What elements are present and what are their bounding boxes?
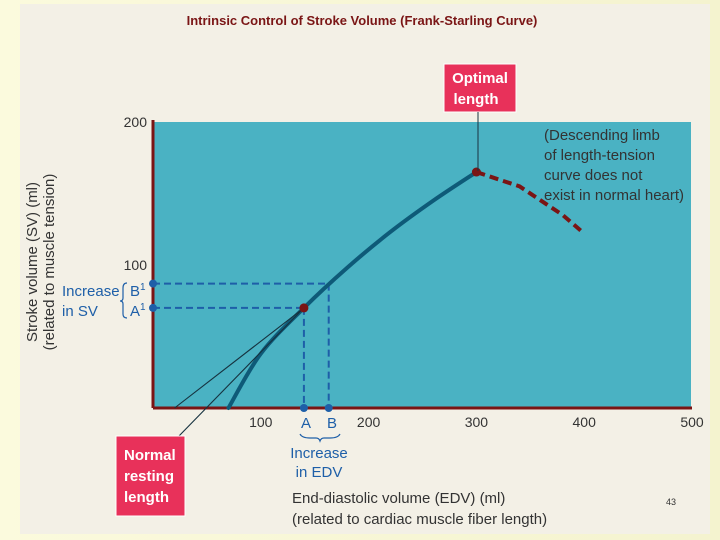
points	[149, 167, 481, 412]
optimal-point-marker	[471, 167, 481, 177]
marker-y-b	[149, 279, 157, 288]
x-tick-300: 300	[465, 414, 489, 430]
normal-resting-label-2: resting	[124, 468, 174, 485]
series-tangent-through-a	[174, 307, 305, 409]
normal-resting-label-3: length	[124, 489, 169, 506]
x-tick-400: 400	[573, 414, 597, 430]
normal-resting-label-1: Normal	[124, 447, 176, 464]
descending-note-2: of length-tension	[544, 147, 655, 164]
y-axis-label-line2: (related to muscle tension)	[41, 174, 58, 351]
x-tick-labels: 100 200 300 400 500	[249, 414, 704, 430]
series-frank-starling-curve	[226, 170, 479, 410]
optimal-length-label-2: length	[454, 91, 499, 108]
optimal-length-label-1: Optimal	[452, 70, 508, 87]
normal-resting-pointer	[177, 307, 305, 438]
increase-sv-label-1: Increase	[62, 283, 120, 300]
increase-sv-label-2: in SV	[62, 303, 98, 320]
edv-bracket	[299, 433, 341, 443]
x-tick-100: 100	[249, 414, 273, 430]
y-tick-labels: 100 200	[124, 114, 148, 273]
curves	[174, 170, 586, 438]
guide-lines	[153, 282, 330, 408]
descending-note-3: curve does not	[544, 167, 643, 184]
x-axis-label-line1: End-diastolic volume (EDV) (ml)	[292, 490, 505, 507]
series-descending-limb	[475, 170, 586, 236]
descending-note-1: (Descending limb	[544, 127, 660, 144]
point-b-label: B	[327, 415, 337, 432]
increase-edv-label-1: Increase	[290, 445, 348, 462]
point-a-label: A	[301, 415, 311, 432]
normal-resting-length-box	[115, 435, 186, 517]
point-a-marker	[299, 303, 309, 313]
x-tick-500: 500	[680, 414, 704, 430]
marker-y-a	[149, 303, 157, 312]
page-number: 43	[666, 497, 676, 507]
descending-note-4: exist in normal heart)	[544, 187, 684, 204]
point-a1-label: A1	[130, 302, 146, 320]
y-axis-label-line1: Stroke volume (SV) (ml)	[24, 182, 41, 342]
marker-x-b	[324, 404, 333, 412]
y-tick-100: 100	[124, 257, 148, 273]
optimal-length-box	[443, 63, 517, 113]
marker-x-a	[299, 404, 308, 412]
x-tick-200: 200	[357, 414, 381, 430]
point-b1-label: B1	[130, 282, 146, 300]
chart-title: Intrinsic Control of Stroke Volume (Fran…	[187, 13, 538, 28]
x-axis-label-line2: (related to cardiac muscle fiber length)	[292, 511, 547, 528]
sv-bracket	[119, 282, 128, 319]
increase-edv-label-2: in EDV	[296, 464, 343, 481]
plot-area	[153, 122, 691, 408]
y-tick-200: 200	[124, 114, 148, 130]
